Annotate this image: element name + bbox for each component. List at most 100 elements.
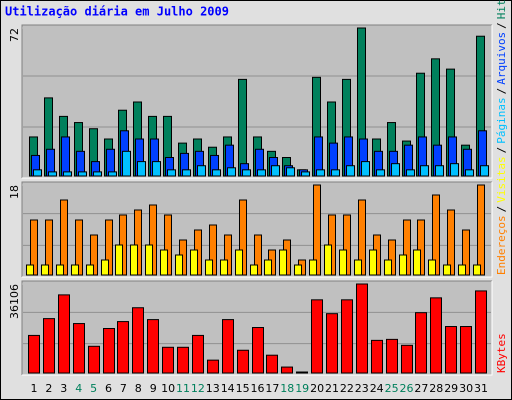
bar [326, 313, 338, 374]
bar [28, 334, 40, 374]
x-tick-label: 2 [45, 382, 52, 395]
bar [197, 165, 206, 177]
legend-entry: Visitas [495, 156, 508, 202]
panel-border [22, 281, 493, 376]
bar [60, 199, 68, 276]
x-tick-label: 28 [429, 382, 443, 395]
bar [279, 249, 287, 276]
bar [460, 326, 472, 374]
panel-border [21, 280, 492, 375]
legend: KBytes [495, 333, 508, 373]
x-tick-label: 27 [414, 382, 428, 395]
bar [190, 249, 198, 276]
legend-entry: Páginas [495, 97, 508, 143]
x-tick-label: 5 [90, 382, 97, 395]
y-tick-label: 18 [8, 185, 21, 199]
bar [238, 78, 247, 177]
bar [435, 165, 444, 177]
bar [132, 307, 144, 374]
bar [264, 259, 272, 276]
bar [420, 165, 429, 177]
bar [26, 264, 34, 276]
bar [443, 264, 451, 276]
bar [205, 259, 213, 276]
bar [458, 264, 466, 276]
bar [406, 169, 415, 177]
bar [61, 136, 70, 177]
bar [162, 346, 174, 374]
bar [281, 366, 293, 374]
bar [257, 169, 266, 177]
x-tick-label: 16 [251, 382, 265, 395]
x-tick-label: 15 [236, 382, 250, 395]
legend: Endereços / Visitas / Páginas / Arquivos / Hits [495, 0, 508, 275]
x-tick-label: 1 [31, 382, 38, 395]
panel-border [22, 182, 493, 278]
bar [266, 354, 278, 374]
bar [43, 318, 55, 374]
bar [167, 169, 176, 177]
bar [108, 171, 117, 177]
bar [477, 184, 485, 276]
bar [101, 259, 109, 276]
bar [48, 171, 57, 177]
x-tick-label: 31 [474, 382, 488, 395]
bar [430, 297, 442, 374]
x-tick-label: 9 [150, 382, 157, 395]
bar [182, 169, 191, 177]
bar [115, 244, 123, 276]
bar [252, 327, 264, 374]
bar [192, 334, 204, 374]
bar [286, 167, 295, 177]
x-tick-label: 11 [176, 382, 190, 395]
bar [103, 328, 115, 374]
bar [152, 161, 161, 177]
bar [86, 264, 94, 276]
x-tick-label: 21 [325, 382, 339, 395]
bar [63, 171, 72, 177]
bar [147, 319, 159, 374]
legend-separator: / [495, 88, 508, 95]
bar [341, 299, 353, 374]
bar [41, 264, 49, 276]
bar [177, 346, 189, 374]
bar [309, 259, 317, 276]
x-tick-label: 18 [280, 382, 294, 395]
bar [58, 294, 70, 374]
bar [237, 349, 249, 374]
bar [473, 264, 481, 276]
bar [56, 264, 64, 276]
bar [339, 249, 347, 276]
bar [33, 169, 42, 177]
bar [384, 259, 392, 276]
x-tick-label: 3 [60, 382, 67, 395]
x-tick-label: 24 [370, 382, 384, 395]
legend-separator: / [495, 147, 508, 154]
bar [160, 249, 168, 276]
bar [465, 169, 474, 177]
bar [386, 338, 398, 374]
x-tick-label: 25 [385, 382, 399, 395]
bar [301, 171, 310, 177]
bar [175, 254, 183, 276]
legend-entry: KBytes [495, 333, 508, 373]
panel-border [21, 181, 492, 277]
x-tick-label: 12 [191, 382, 205, 395]
legend-separator: / [495, 206, 508, 213]
legend-entry: Arquivos [495, 32, 508, 85]
bar [331, 169, 340, 177]
x-tick-label: 14 [221, 382, 235, 395]
bar [311, 299, 323, 374]
bar [371, 339, 383, 374]
x-tick-label: 29 [444, 382, 458, 395]
x-tick-label: 23 [355, 382, 369, 395]
bar [399, 254, 407, 276]
bar [207, 359, 219, 374]
bar [356, 283, 368, 374]
bar [294, 264, 302, 276]
bar [316, 169, 325, 177]
bar [296, 371, 308, 374]
x-tick-label: 20 [310, 382, 324, 395]
bar [324, 244, 332, 276]
